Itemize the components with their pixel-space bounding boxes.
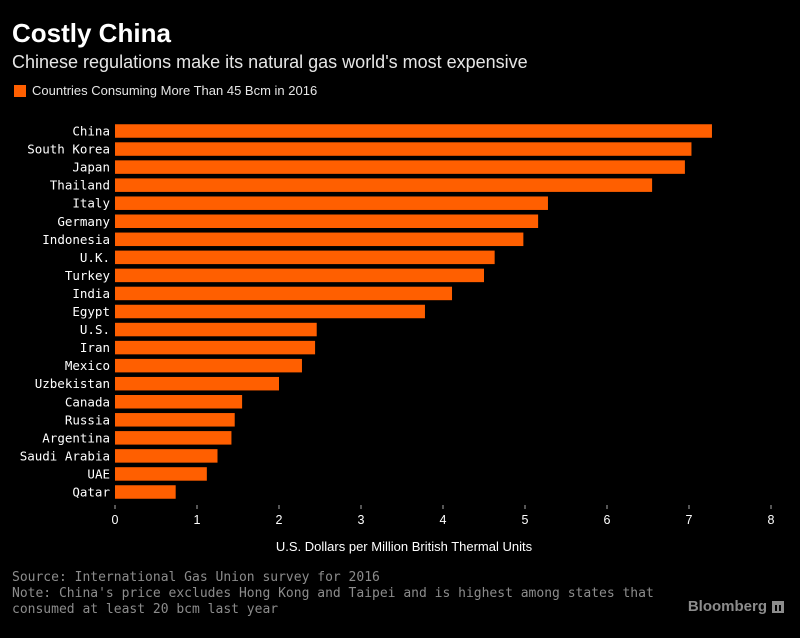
x-tick-label: 8: [768, 513, 775, 527]
bar: [115, 431, 232, 445]
source-note: Source: International Gas Union survey f…: [12, 570, 380, 585]
bar: [115, 250, 495, 265]
x-tick-label: 1: [194, 513, 201, 527]
category-label: Japan: [72, 160, 110, 175]
chart-subtitle: Chinese regulations make its natural gas…: [12, 52, 528, 72]
bar: [115, 322, 317, 337]
category-label: Germany: [57, 214, 110, 229]
category-label: Turkey: [65, 268, 111, 283]
bar: [115, 160, 685, 174]
bar: [115, 286, 453, 301]
bloomberg-logo-icon: [772, 600, 784, 613]
brand-name: Bloomberg: [687, 598, 767, 615]
bar: [115, 467, 207, 481]
category-label: China: [72, 124, 110, 139]
legend-label: Countries Consuming More Than 45 Bcm in …: [32, 83, 318, 98]
category-label: U.S.: [80, 322, 110, 337]
x-tick-label: 5: [522, 513, 529, 527]
x-tick-label: 3: [358, 513, 365, 527]
chart-title: Costly China: [12, 18, 171, 48]
bar: [115, 485, 176, 499]
category-label: Indonesia: [42, 232, 110, 247]
x-tick-label: 6: [604, 513, 611, 527]
x-tick-label: 0: [112, 513, 119, 527]
footer: Source: International Gas Union survey f…: [12, 570, 654, 618]
bar: [115, 142, 692, 156]
x-tick-label: 4: [440, 513, 447, 527]
bar: [115, 124, 712, 138]
bar: [115, 413, 235, 427]
bar: [115, 358, 302, 373]
category-label: Thailand: [50, 178, 110, 193]
category-label: Italy: [72, 196, 110, 211]
bar: [115, 340, 316, 355]
note-line-1: Note: China's price excludes Hong Kong a…: [12, 586, 654, 601]
category-label: Mexico: [65, 358, 110, 373]
note-line-2: consumed at least 20 bcm last year: [12, 602, 279, 617]
bar: [115, 178, 653, 192]
bar: [115, 304, 425, 319]
bar: [115, 232, 524, 247]
category-label: Qatar: [72, 485, 110, 500]
bar: [115, 395, 243, 409]
brand-logo: Bloomberg: [688, 598, 784, 615]
category-label: UAE: [87, 466, 110, 481]
category-label: Egypt: [72, 304, 110, 319]
category-label: Argentina: [42, 430, 110, 445]
category-label: South Korea: [27, 142, 110, 157]
x-tick-label: 2: [276, 513, 283, 527]
category-label: Russia: [65, 412, 110, 427]
bar: [115, 376, 279, 391]
category-label: India: [72, 286, 110, 301]
bar: [115, 196, 548, 210]
category-label: Iran: [80, 340, 110, 355]
category-label: Uzbekistan: [35, 376, 110, 391]
category-label: Saudi Arabia: [20, 448, 110, 463]
legend-swatch: [14, 84, 26, 97]
bar: [115, 214, 539, 228]
legend: Countries Consuming More Than 45 Bcm in …: [14, 83, 317, 98]
bar: [115, 268, 484, 283]
category-label: U.K.: [80, 250, 110, 265]
x-axis-label: U.S. Dollars per Million British Thermal…: [276, 539, 533, 554]
category-label: Canada: [65, 394, 110, 409]
bar: [115, 449, 218, 463]
x-tick-label: 7: [686, 513, 693, 527]
